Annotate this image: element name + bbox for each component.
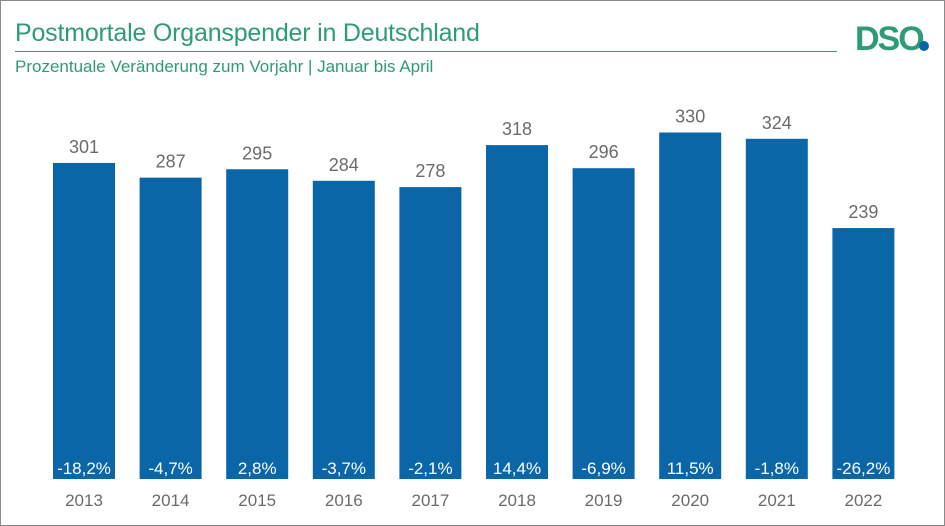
value-label-2015: 295 — [242, 143, 272, 163]
bar-2016 — [312, 180, 375, 480]
value-label-2020: 330 — [675, 107, 705, 127]
value-label-2013: 301 — [69, 137, 99, 157]
chart-title: Postmortale Organspender in Deutschland — [15, 19, 480, 47]
change-label-2017: -2,1% — [408, 459, 452, 478]
value-label-2014: 287 — [156, 152, 186, 172]
change-label-2020: 11,5% — [667, 459, 714, 478]
value-label-2019: 296 — [589, 142, 619, 162]
bar-2020 — [659, 132, 722, 479]
change-label-2015: 2,8% — [238, 459, 277, 478]
bar-2013 — [53, 162, 115, 479]
change-label-2018: 14,4% — [493, 459, 541, 478]
bar-2017 — [399, 187, 462, 479]
x-tick-2022: 2022 — [844, 491, 882, 510]
change-label-2013: -18,2% — [57, 459, 111, 478]
dso-logo-text: DSO — [855, 20, 924, 55]
x-tick-2013: 2013 — [65, 491, 103, 510]
bar-2021 — [745, 138, 808, 480]
bar-2019 — [572, 168, 635, 479]
bar-2022 — [832, 228, 895, 479]
change-label-2019: -6,9% — [581, 459, 625, 478]
value-label-2022: 239 — [848, 202, 878, 222]
change-label-2014: -4,7% — [148, 459, 192, 478]
value-label-2018: 318 — [502, 119, 532, 139]
value-label-2017: 278 — [415, 161, 445, 181]
title-divider — [15, 51, 837, 52]
x-tick-2020: 2020 — [671, 491, 709, 510]
bar-2018 — [486, 145, 548, 479]
x-tick-2014: 2014 — [152, 491, 190, 510]
bar-2015 — [226, 169, 289, 479]
change-label-2022: -26,2% — [836, 459, 890, 478]
x-tick-2016: 2016 — [325, 491, 363, 510]
x-tick-2021: 2021 — [758, 491, 796, 510]
change-label-2021: -1,8% — [755, 459, 799, 478]
bar-2014 — [139, 177, 202, 479]
x-tick-2017: 2017 — [411, 491, 449, 510]
value-label-2016: 284 — [329, 155, 359, 175]
dso-logo-dot — [919, 41, 929, 51]
value-label-2021: 324 — [762, 113, 792, 133]
x-tick-2019: 2019 — [585, 491, 623, 510]
chart-subtitle: Prozentuale Veränderung zum Vorjahr | Ja… — [15, 57, 434, 76]
dso-logo: DSO — [855, 20, 929, 55]
change-label-2016: -3,7% — [322, 459, 366, 478]
x-tick-2018: 2018 — [498, 491, 536, 510]
x-tick-2015: 2015 — [238, 491, 276, 510]
